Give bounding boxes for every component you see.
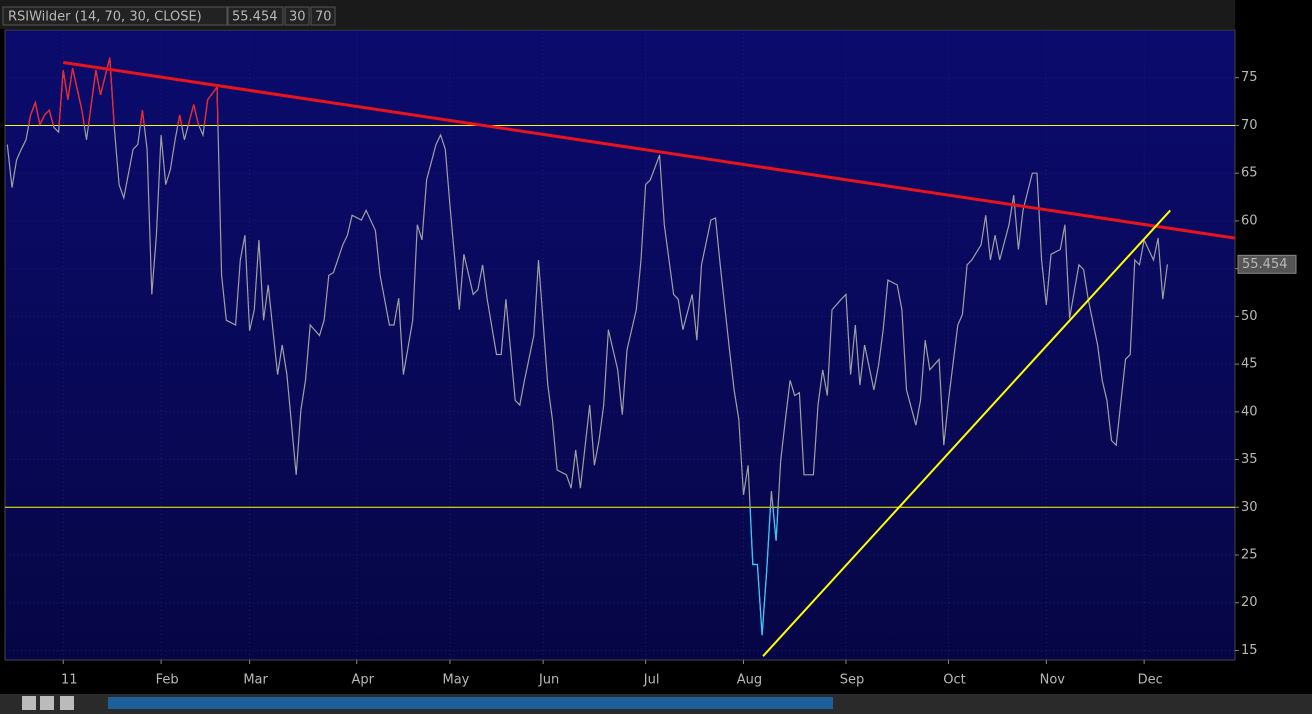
study-box (2, 6, 228, 26)
x-tick-label: Aug (737, 673, 762, 688)
study-title: RSIWilder (14, 70, 30, CLOSE) (8, 10, 202, 25)
zoom-out[interactable] (40, 696, 54, 710)
x-tick-label: Sep (840, 673, 865, 688)
level-box (310, 6, 336, 26)
x-tick-label: Dec (1138, 673, 1163, 688)
level-box (284, 6, 310, 26)
y-tick-label: 70 (1241, 118, 1258, 133)
x-tick-label: Jun (538, 673, 559, 688)
y-tick-label: 75 (1241, 70, 1258, 85)
y-tick-label: 50 (1241, 309, 1258, 324)
x-tick-label: 11 (61, 673, 78, 688)
y-tick-label: 65 (1241, 166, 1258, 181)
scrollbar[interactable] (0, 694, 1312, 714)
x-tick-label: Jul (643, 673, 660, 688)
y-tick-label: 35 (1241, 452, 1258, 467)
y-tick-label: 60 (1241, 213, 1258, 228)
plot: 1520253035404550556065707511FebMarAprMay… (5, 30, 1297, 688)
y-tick-label: 15 (1241, 643, 1258, 658)
current-value: 55.454 (232, 10, 278, 25)
last-value-label: 55.454 (1242, 257, 1288, 272)
x-tick-label: May (442, 673, 469, 688)
x-tick-label: Oct (943, 673, 965, 688)
scroll-thumb[interactable] (108, 697, 833, 709)
y-tick-label: 30 (1241, 500, 1258, 515)
y-tick-label: 20 (1241, 595, 1258, 610)
lower-level: 30 (289, 10, 306, 25)
y-tick-label: 45 (1241, 357, 1258, 372)
trendline (762, 209, 1171, 657)
rsi-line (6, 57, 1168, 636)
trendline (63, 60, 1235, 240)
zoom-in[interactable] (22, 696, 36, 710)
last-value-box (1237, 254, 1297, 274)
header: RSIWilder (14, 70, 30, CLOSE) 55.454 30 … (2, 6, 336, 26)
plot-area (4, 29, 1236, 661)
draw-tool[interactable] (60, 696, 74, 710)
value-box (227, 6, 284, 26)
upper-level: 70 (315, 10, 332, 25)
x-tick-label: Feb (156, 673, 179, 688)
x-tick-label: Mar (243, 673, 268, 688)
x-tick-label: Apr (352, 673, 375, 688)
y-tick-label: 40 (1241, 404, 1258, 419)
y-tick-label: 25 (1241, 548, 1258, 563)
x-tick-label: Nov (1040, 673, 1066, 688)
